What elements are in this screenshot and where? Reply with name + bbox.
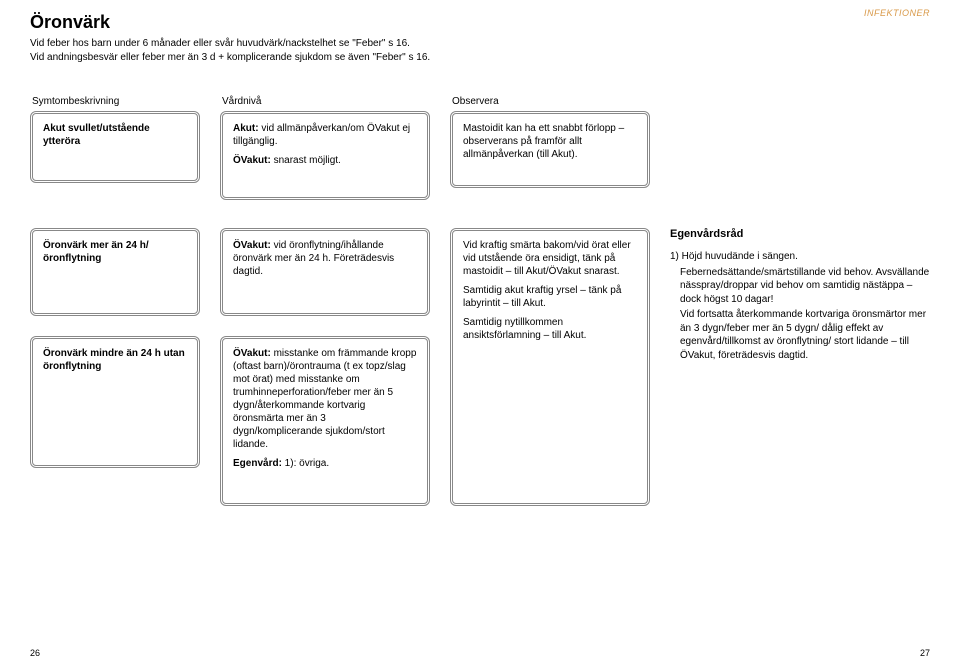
- advice-item: Febernedsättande/smärtstillande vid beho…: [670, 266, 930, 307]
- col-header-symptom: Symtombeskrivning: [30, 96, 200, 109]
- section-tag: INFEKTIONER: [864, 8, 930, 18]
- advice-item: 1) Höjd huvudände i sängen.: [670, 250, 930, 264]
- care-box: ÖVakut: misstanke om främmande kropp (of…: [220, 336, 430, 506]
- advice-column: Egenvårdsråd 1) Höjd huvudände i sängen.…: [670, 228, 930, 364]
- text: vid allmänpåverkan/om ÖVakut ej tillgäng…: [233, 123, 410, 147]
- advice-title: Egenvårdsråd: [670, 228, 930, 240]
- intro-line: Vid andningsbesvär eller feber mer än 3 …: [30, 51, 930, 65]
- table-row: Öronvärk mer än 24 h/ öronflytning Öronv…: [30, 228, 930, 506]
- page-numbers: 26 27: [30, 648, 930, 658]
- page-title: Öronvärk: [30, 12, 930, 33]
- symptom-box: Akut svullet/utstående ytteröra: [30, 111, 200, 183]
- intro-line: Vid feber hos barn under 6 månader eller…: [30, 37, 930, 51]
- col-header-care: Vårdnivå: [220, 96, 430, 109]
- text: Mastoidit kan ha ett snabbt förlopp – ob…: [463, 123, 624, 160]
- symptom-box: Öronvärk mer än 24 h/ öronflytning: [30, 228, 200, 316]
- label: ÖVakut:: [233, 348, 271, 359]
- text: Samtidig nytillkommen ansiktsförlamning …: [463, 316, 637, 342]
- label: ÖVakut:: [233, 155, 271, 166]
- label: ÖVakut:: [233, 240, 271, 251]
- intro-text: Vid feber hos barn under 6 månader eller…: [30, 37, 930, 64]
- table-row: Akut svullet/utstående ytteröra Akut: vi…: [30, 111, 930, 200]
- label: Akut:: [233, 123, 259, 134]
- symptom-text: Akut svullet/utstående ytteröra: [43, 123, 150, 147]
- symptom-box: Öronvärk mindre än 24 h utan öronflytnin…: [30, 336, 200, 468]
- symptom-text: Öronvärk mer än 24 h/ öronflytning: [43, 240, 149, 264]
- table-header-row: Symtombeskrivning Vårdnivå Observera: [30, 96, 930, 109]
- care-box: ÖVakut: vid öronflytning/ihållande öronv…: [220, 228, 430, 316]
- observe-box: Vid kraftig smärta bakom/vid örat eller …: [450, 228, 650, 506]
- symptom-text: Öronvärk mindre än 24 h utan öronflytnin…: [43, 348, 185, 372]
- observe-box: Mastoidit kan ha ett snabbt förlopp – ob…: [450, 111, 650, 188]
- text: 1): övriga.: [282, 458, 329, 469]
- page-left: 26: [30, 648, 40, 658]
- advice-body: 1) Höjd huvudände i sängen. Febernedsätt…: [670, 250, 930, 362]
- care-box: Akut: vid allmänpåverkan/om ÖVakut ej ti…: [220, 111, 430, 200]
- page-right: 27: [920, 648, 930, 658]
- text: Samtidig akut kraftig yrsel – tänk på la…: [463, 284, 637, 310]
- label: Egenvård:: [233, 458, 282, 469]
- col-header-observe: Observera: [450, 96, 650, 109]
- text: misstanke om främmande kropp (oftast bar…: [233, 348, 416, 450]
- text: Vid kraftig smärta bakom/vid örat eller …: [463, 239, 637, 278]
- advice-item: Vid fortsatta återkommande kortvariga ör…: [670, 308, 930, 362]
- text: snarast möjligt.: [271, 155, 341, 166]
